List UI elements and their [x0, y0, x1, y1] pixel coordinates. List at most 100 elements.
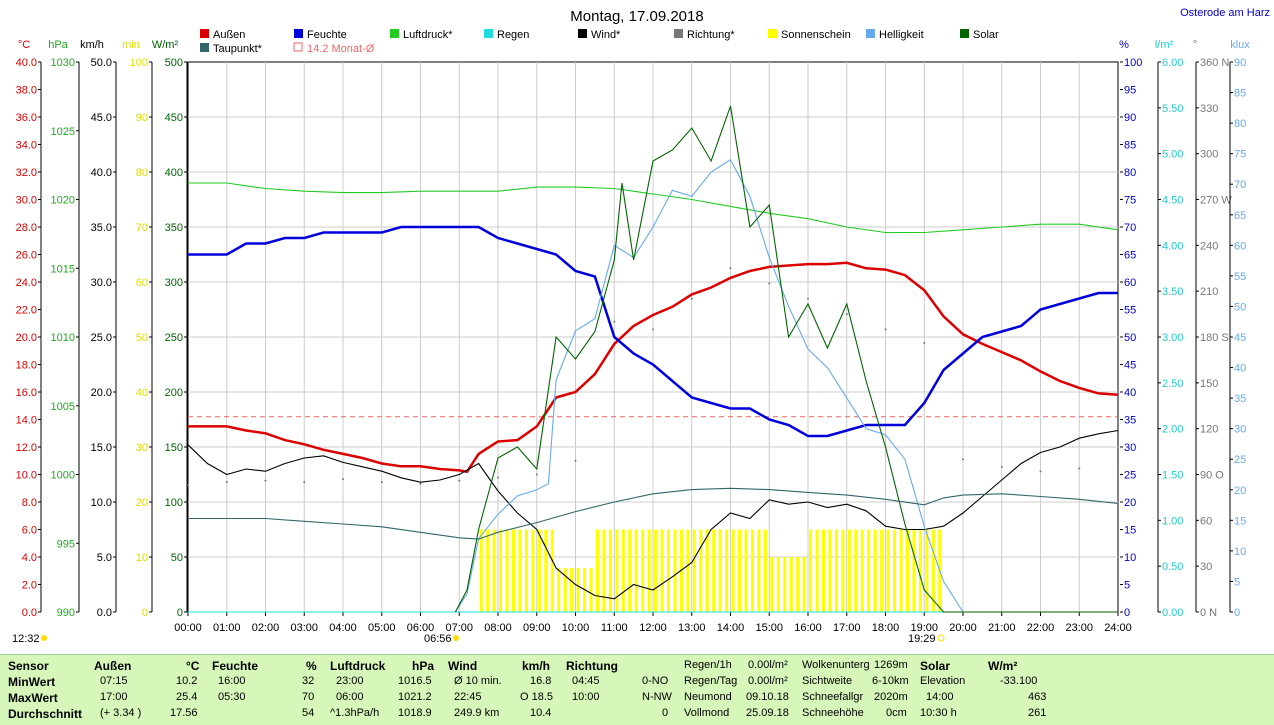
sunshine-bar	[796, 557, 800, 612]
right-axis-tick-label: 25	[1124, 470, 1136, 482]
left-axis-tick-label: 6.0	[22, 525, 37, 537]
legend-swatch-8	[960, 29, 969, 38]
right-axis-tick-label: 30	[1234, 424, 1246, 436]
x-tick-label: 01:00	[213, 622, 241, 634]
left-axis-tick-label: 20	[136, 497, 148, 509]
stats-luftdruck-avg: 1018.9	[398, 707, 432, 719]
sunshine-bar	[589, 568, 593, 612]
series-point-richtung	[1117, 470, 1119, 473]
sunshine-bar	[524, 529, 528, 612]
stats-richtung-max: N-NW	[642, 691, 672, 703]
stats-schneehoehe-value: 0cm	[886, 707, 907, 719]
series-point-richtung	[690, 297, 693, 300]
left-axis-tick-label: 30.0	[91, 277, 112, 289]
left-axis-tick-label: 80	[136, 167, 148, 179]
right-axis-tick-label: 100	[1124, 57, 1142, 69]
legend-label-7: Helligkeit	[879, 29, 924, 41]
left-axis-tick-label: 32.0	[16, 167, 37, 179]
series-point-richtung	[962, 458, 964, 461]
left-axis-tick-label: 1005	[51, 401, 75, 413]
stats-wolken-label: Wolkenunterg	[802, 659, 870, 671]
series-point-richtung	[1039, 470, 1042, 473]
sunrise-marker: 06:56	[424, 633, 452, 645]
sunshine-bar	[860, 529, 864, 612]
stats-solar-avg: 261	[1028, 707, 1047, 719]
stats-wolken-value: 1269m	[874, 659, 908, 671]
sunshine-bar	[557, 568, 561, 612]
sunshine-bar	[725, 529, 729, 612]
left-axis-tick-label: 28.0	[16, 222, 37, 234]
sunshine-bar	[505, 529, 509, 612]
legend-swatch-1	[294, 29, 303, 38]
left-axis-tick-label: 0	[177, 607, 183, 619]
series-point-richtung	[768, 282, 771, 285]
series-point-richtung	[652, 328, 654, 331]
left-axis-tick-label: 15.0	[91, 442, 112, 454]
right-axis-unit-0: %	[1119, 39, 1129, 51]
stats-wind-min: 16.8	[530, 675, 552, 687]
x-tick-label: 11:00	[601, 622, 628, 634]
left-axis-tick-label: 45.0	[91, 112, 112, 124]
series-point-richtung	[342, 478, 344, 481]
series-point-richtung	[380, 481, 383, 484]
series-line-luftdruck	[188, 182, 1119, 234]
sunshine-bar	[776, 557, 780, 612]
right-axis-unit-2: °	[1193, 39, 1197, 51]
legend-swatch-3	[484, 29, 493, 38]
stats-schneehoehe-label: Schneehöhe	[802, 707, 864, 719]
x-tick-label: 12:00	[639, 622, 667, 634]
right-axis-tick-label: 35	[1124, 415, 1136, 427]
sunshine-bar	[770, 557, 774, 612]
right-axis-tick-label: 85	[1234, 88, 1246, 100]
location-label: Osterode am Harz	[1180, 7, 1270, 19]
sunshine-bar	[893, 529, 897, 612]
left-axis-tick-label: 1015	[51, 263, 75, 275]
sunshine-bar	[905, 529, 909, 612]
right-axis-tick-label: 35	[1234, 393, 1246, 405]
left-axis-tick-label: 100	[130, 57, 148, 69]
left-axis-tick-label: 1025	[51, 126, 75, 138]
x-tick-label: 08:00	[484, 622, 512, 634]
sunshine-bar	[841, 529, 845, 612]
x-tick-label: 20:00	[949, 622, 977, 634]
legend-label-2: Luftdruck*	[403, 29, 453, 41]
sunshine-bar	[815, 529, 819, 612]
stats-luftdruck-unit: hPa	[412, 659, 435, 673]
left-axis-tick-label: 26.0	[16, 250, 37, 262]
stats-wind-avg-note: 249.9 km	[454, 707, 500, 719]
right-axis-tick-label: 270 W	[1200, 195, 1232, 207]
left-axis-tick-label: 1030	[51, 57, 75, 69]
x-tick-label: 06:00	[407, 622, 435, 634]
series-line-solar	[454, 105, 1118, 613]
sunshine-bar	[757, 529, 761, 612]
x-tick-label: 15:00	[755, 622, 783, 634]
stats-schneefall-value: 2020m	[874, 691, 908, 703]
series-point-richtung	[613, 320, 616, 323]
stats-luftdruck-min-time: 23:00	[336, 675, 364, 687]
left-axis-tick-label: 35.0	[91, 222, 112, 234]
x-tick-label: 19:00	[910, 622, 938, 634]
left-axis-tick-label: 1010	[51, 332, 75, 344]
right-axis-tick-label: 40	[1234, 363, 1246, 375]
left-axis-tick-label: 10.0	[16, 470, 37, 482]
right-axis-tick-label: 4.00	[1162, 240, 1183, 252]
left-axis-tick-label: 70	[136, 222, 148, 234]
legend-label-8: Solar	[973, 29, 999, 41]
legend-label-3: Regen	[497, 29, 529, 41]
right-axis-tick-label: 3.00	[1162, 332, 1183, 344]
right-axis-tick-label: 25	[1234, 454, 1246, 466]
stats-regentag-value: 0.00l/m²	[748, 675, 788, 687]
sunshine-bar	[834, 529, 838, 612]
left-axis-unit-0: °C	[18, 39, 30, 51]
left-axis-tick-label: 200	[165, 387, 183, 399]
left-axis-tick-label: 150	[165, 442, 183, 454]
right-axis-tick-label: 0	[1234, 607, 1240, 619]
right-axis-tick-label: 70	[1234, 179, 1246, 191]
right-axis-tick-label: 150	[1200, 378, 1218, 390]
sunshine-bar	[602, 529, 606, 612]
sunshine-bar	[822, 529, 825, 612]
sunrise-icon	[453, 635, 459, 641]
left-axis-tick-label: 34.0	[16, 140, 37, 152]
stats-regentag-label: Regen/Tag	[684, 675, 738, 687]
sunshine-bar	[499, 529, 503, 612]
